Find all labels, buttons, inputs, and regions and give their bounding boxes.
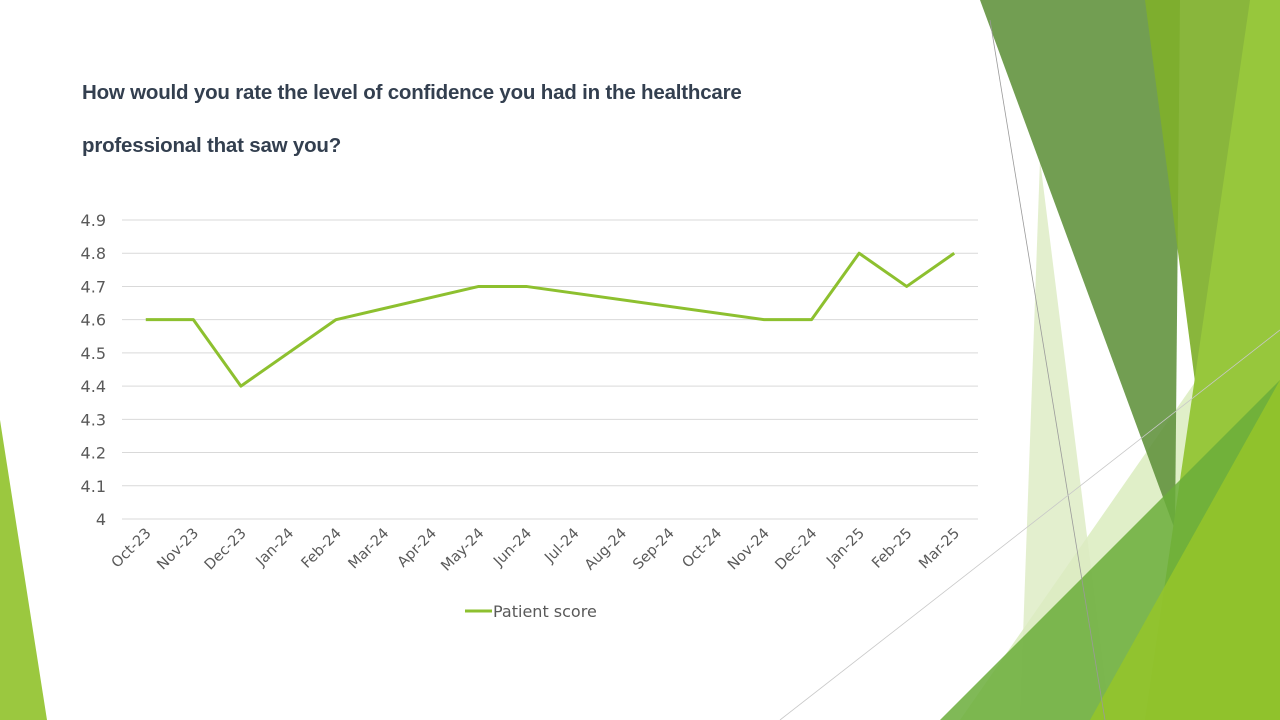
y-tick-label: 4.2 <box>81 444 106 463</box>
y-tick-label: 4.4 <box>81 377 106 396</box>
legend-label: Patient score <box>493 602 597 621</box>
slide-title: How would you rate the level of confiden… <box>82 66 902 172</box>
y-axis-ticks: 4 4.1 4.2 4.3 4.4 4.5 4.6 4.7 4.8 4.9 <box>81 211 106 529</box>
x-tick-label: Jul-24 <box>541 526 582 567</box>
y-tick-label: 4.1 <box>81 477 106 496</box>
x-tick-label: Dec-24 <box>772 526 820 574</box>
y-tick-label: 4.3 <box>81 410 106 429</box>
x-tick-label: Jan-24 <box>253 526 298 571</box>
x-tick-label: Jan-25 <box>823 526 868 571</box>
x-tick-label: Oct-23 <box>109 526 155 572</box>
slide-title-line-1: How would you rate the level of confiden… <box>82 81 742 104</box>
x-tick-label: Aug-24 <box>582 526 630 574</box>
x-tick-label: Apr-24 <box>395 526 440 571</box>
y-tick-label: 4 <box>96 510 106 529</box>
y-tick-label: 4.8 <box>81 244 106 263</box>
deco-thin-line-1 <box>989 19 1106 720</box>
x-tick-label: Mar-24 <box>346 526 393 573</box>
deco-dark-wedge <box>980 0 1180 530</box>
deco-mid-wedge <box>1145 0 1255 420</box>
x-tick-label: Oct-24 <box>679 526 725 572</box>
deco-left-sliver <box>0 420 47 720</box>
deco-thin-line-2 <box>779 329 1280 720</box>
x-tick-label: May-24 <box>438 526 487 575</box>
chart-legend: Patient score <box>465 602 597 621</box>
y-tick-label: 4.9 <box>81 211 106 230</box>
y-tick-label: 4.6 <box>81 311 106 330</box>
x-tick-label: Feb-25 <box>869 526 915 572</box>
y-tick-label: 4.5 <box>81 344 106 363</box>
x-tick-label: Sep-24 <box>630 526 677 573</box>
x-tick-label: Mar-25 <box>916 526 963 573</box>
y-tick-label: 4.7 <box>81 277 106 296</box>
x-tick-label: Dec-23 <box>202 526 250 574</box>
gridlines <box>122 219 978 520</box>
slide-title-line-2: professional that saw you? <box>82 134 342 157</box>
deco-lime-triangle <box>1090 380 1280 720</box>
x-tick-label: Nov-24 <box>725 526 773 574</box>
x-tick-label: Nov-23 <box>154 526 202 574</box>
x-axis-ticks: Oct-23 Nov-23 Dec-23 Jan-24 Feb-24 Mar-24 Apr-… <box>109 526 963 575</box>
x-tick-label: Jun-24 <box>490 526 535 571</box>
series-patient-score <box>145 251 956 388</box>
x-tick-label: Feb-24 <box>299 526 345 572</box>
